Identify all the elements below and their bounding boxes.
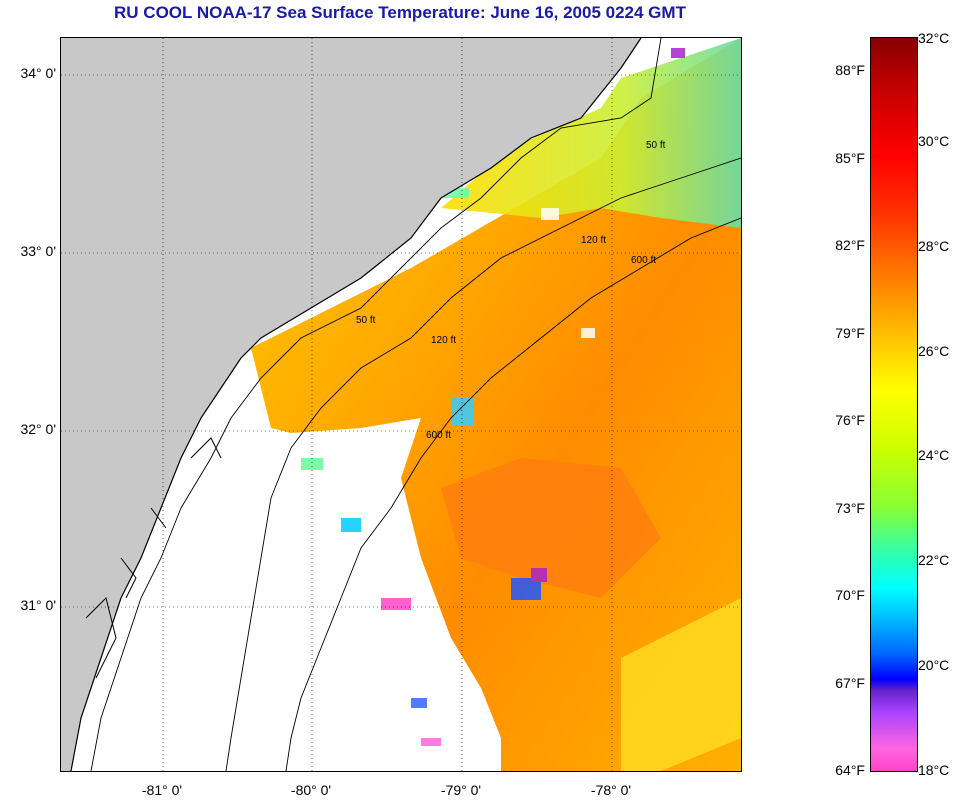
coastline-islands (85, 437, 222, 679)
coastline (70, 38, 642, 771)
colorbar-c-label: 22°C (918, 552, 950, 568)
contour-50ft (90, 38, 662, 771)
colorbar-c-label: 24°C (918, 447, 950, 463)
colorbar-f-label: 88°F (835, 62, 865, 78)
colorbar-c-label: 18°C (918, 762, 950, 778)
colorbar-f-label: 70°F (835, 587, 865, 603)
colorbar-f-label: 85°F (835, 150, 865, 166)
contour-120ft (225, 157, 741, 771)
svg-text:120 ft: 120 ft (581, 235, 606, 246)
temperature-colorbar (870, 37, 918, 772)
lat-label-31: 31° 0' (20, 597, 56, 613)
lat-label-32: 32° 0' (20, 421, 56, 437)
graticule (61, 38, 741, 771)
colorbar-f-label: 73°F (835, 500, 865, 516)
sst-map[interactable]: 50 ft 50 ft 120 ft 120 ft 600 ft 600 ft (60, 37, 742, 772)
sst-cool-patch-east (621, 598, 741, 771)
lon-label-79: -79° 0' (440, 782, 482, 798)
svg-text:600 ft: 600 ft (631, 255, 656, 266)
colorbar-f-label: 64°F (835, 762, 865, 778)
colorbar-f-label: 76°F (835, 412, 865, 428)
lon-label-80: -80° 0' (290, 782, 332, 798)
lat-label-33: 33° 0' (20, 243, 56, 259)
svg-text:50 ft: 50 ft (646, 140, 666, 151)
colorbar-c-label: 26°C (918, 343, 950, 359)
land-mass (61, 38, 641, 771)
svg-text:50 ft: 50 ft (356, 315, 376, 326)
colorbar-c-label: 32°C (918, 30, 950, 46)
colorbar-c-label: 20°C (918, 657, 950, 673)
colorbar-f-label: 67°F (835, 675, 865, 691)
sst-data-region (251, 38, 741, 771)
svg-text:120 ft: 120 ft (431, 335, 456, 346)
map-title: RU COOL NOAA-17 Sea Surface Temperature:… (114, 3, 686, 22)
sst-warm-patch (441, 458, 661, 598)
svg-text:600 ft: 600 ft (426, 430, 451, 441)
colorbar-c-label: 30°C (918, 133, 950, 149)
sst-map-canvas: 50 ft 50 ft 120 ft 120 ft 600 ft 600 ft (61, 38, 741, 771)
colorbar-c-label: 28°C (918, 238, 950, 254)
lon-label-78: -78° 0' (590, 782, 632, 798)
colorbar-f-label: 82°F (835, 237, 865, 253)
sst-north-region (441, 38, 741, 228)
contour-600ft (285, 217, 741, 771)
colorbar-f-label: 79°F (835, 325, 865, 341)
lat-label-34: 34° 0' (20, 65, 56, 81)
lon-label-81: -81° 0' (141, 782, 183, 798)
